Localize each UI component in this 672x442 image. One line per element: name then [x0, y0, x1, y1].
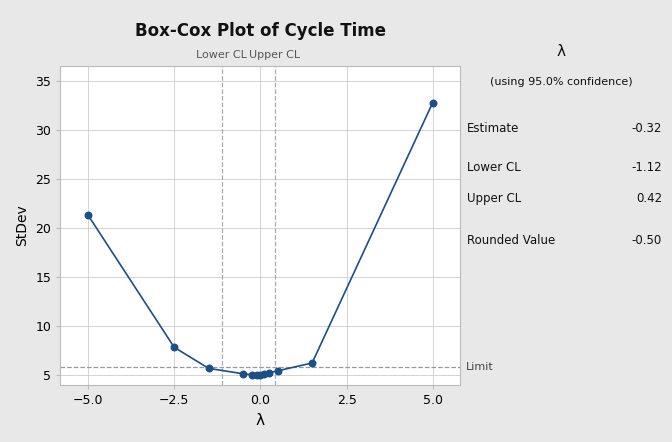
- Point: [255, 371, 265, 378]
- Text: Upper CL: Upper CL: [249, 50, 300, 60]
- Point: [259, 371, 269, 378]
- Text: Rounded Value: Rounded Value: [467, 234, 555, 247]
- Text: (using 95.0% confidence): (using 95.0% confidence): [490, 77, 632, 88]
- Text: -1.12: -1.12: [631, 161, 662, 174]
- Y-axis label: StDev: StDev: [15, 205, 29, 246]
- Text: Limit: Limit: [466, 362, 493, 373]
- Point: [306, 359, 317, 366]
- Text: -0.50: -0.50: [632, 234, 662, 247]
- Point: [427, 99, 438, 106]
- Point: [169, 344, 179, 351]
- Point: [238, 370, 249, 377]
- Text: Estimate: Estimate: [467, 122, 519, 134]
- Text: Lower CL: Lower CL: [467, 161, 521, 174]
- Point: [247, 371, 257, 378]
- X-axis label: λ: λ: [256, 413, 265, 428]
- Point: [251, 372, 262, 379]
- Point: [83, 212, 93, 219]
- Text: 0.42: 0.42: [636, 192, 662, 205]
- Point: [263, 369, 274, 376]
- Text: λ: λ: [556, 44, 566, 59]
- Title: Box-Cox Plot of Cycle Time: Box-Cox Plot of Cycle Time: [135, 22, 386, 40]
- Text: Lower CL: Lower CL: [196, 50, 247, 60]
- Point: [272, 367, 283, 374]
- Text: Upper CL: Upper CL: [467, 192, 521, 205]
- Point: [204, 365, 214, 372]
- Text: -0.32: -0.32: [632, 122, 662, 134]
